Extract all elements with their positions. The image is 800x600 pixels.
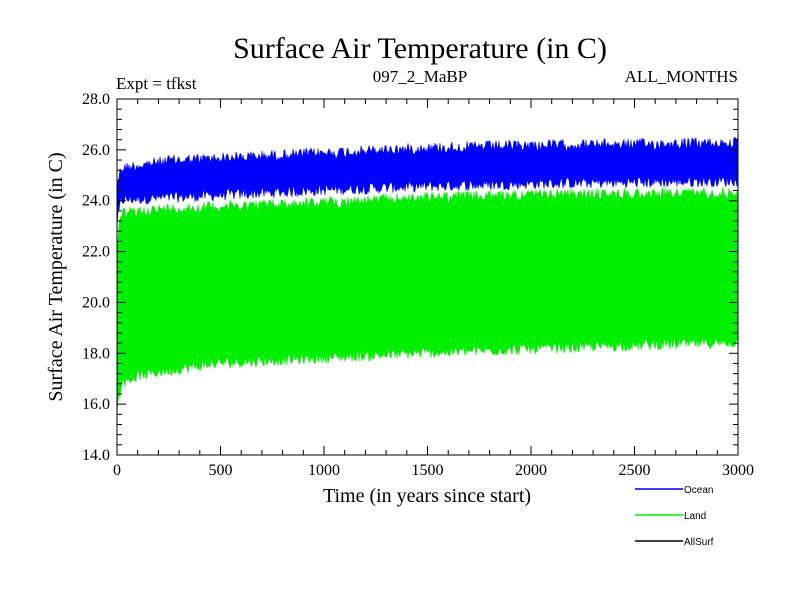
series-land-band bbox=[116, 187, 739, 415]
x-tick-label: 2000 bbox=[515, 462, 547, 479]
x-tick-label: 0 bbox=[113, 462, 121, 479]
x-tick-label: 3000 bbox=[722, 462, 754, 479]
y-tick-label: 14.0 bbox=[82, 447, 110, 464]
y-tick-label: 16.0 bbox=[82, 396, 110, 413]
y-axis-label: Surface Air Temperature (in C) bbox=[45, 152, 67, 401]
y-tick-label: 20.0 bbox=[82, 294, 110, 311]
y-tick-label: 22.0 bbox=[82, 244, 110, 261]
legend-label-land: Land bbox=[684, 511, 706, 522]
x-tick-label: 2500 bbox=[619, 462, 651, 479]
legend-label-ocean: Ocean bbox=[684, 485, 713, 496]
series-layer bbox=[116, 136, 739, 415]
legend: Ocean Land AllSurf bbox=[635, 485, 714, 548]
run-label: 097_2_MaBP bbox=[373, 67, 467, 86]
x-axis-label: Time (in years since start) bbox=[323, 485, 531, 507]
x-tick-label: 1500 bbox=[412, 462, 444, 479]
y-tick-label: 26.0 bbox=[82, 142, 110, 159]
y-tick-label: 28.0 bbox=[82, 91, 110, 108]
experiment-label: Expt = tfkst bbox=[116, 74, 197, 93]
x-tick-label: 1000 bbox=[308, 462, 340, 479]
months-label: ALL_MONTHS bbox=[625, 67, 738, 86]
chart-title: Surface Air Temperature (in C) bbox=[233, 32, 607, 65]
legend-label-allsurf: AllSurf bbox=[684, 537, 714, 548]
tick-layer: 0 500 1000 1500 2000 2500 3000 14.0 16.0 18.0 20.0… bbox=[82, 91, 754, 479]
y-tick-label: 18.0 bbox=[82, 345, 110, 362]
x-tick-label: 500 bbox=[209, 462, 233, 479]
y-tick-label: 24.0 bbox=[82, 193, 110, 210]
